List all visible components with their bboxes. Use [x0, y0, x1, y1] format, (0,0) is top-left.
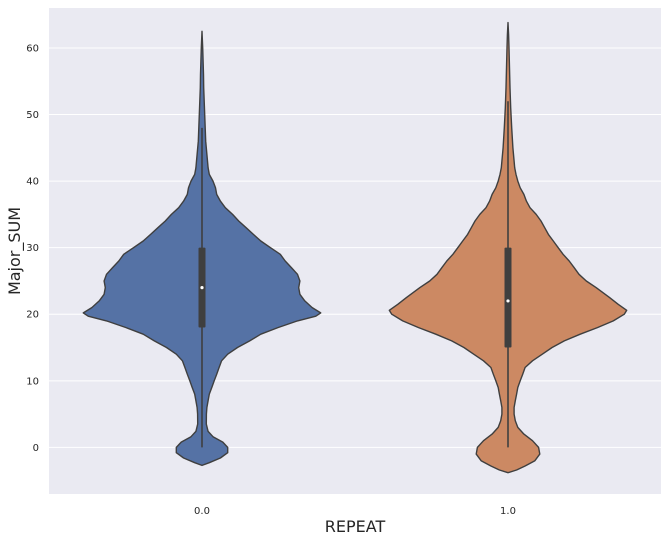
y-tick-label: 0 [33, 443, 39, 454]
median-point [200, 286, 204, 290]
y-tick-label: 40 [26, 177, 39, 188]
y-axis-title: Major_SUM [5, 207, 25, 295]
x-axis-title: REPEAT [325, 517, 386, 536]
x-tick-label: 0.0 [194, 506, 210, 517]
y-tick-labels: 0 10 20 30 40 50 60 [26, 43, 39, 453]
y-tick-label: 30 [26, 243, 39, 254]
violins [82, 21, 628, 474]
violin-1.0 [388, 21, 628, 474]
iqr-box [504, 247, 512, 348]
y-tick-label: 20 [26, 310, 39, 321]
y-tick-label: 10 [26, 376, 39, 387]
y-tick-label: 50 [26, 110, 39, 121]
y-tick-label: 60 [26, 43, 39, 54]
x-tick-label: 1.0 [500, 506, 516, 517]
x-tick-labels: 0.0 1.0 [194, 506, 516, 517]
violin-0.0 [82, 30, 322, 467]
median-point [506, 299, 510, 303]
